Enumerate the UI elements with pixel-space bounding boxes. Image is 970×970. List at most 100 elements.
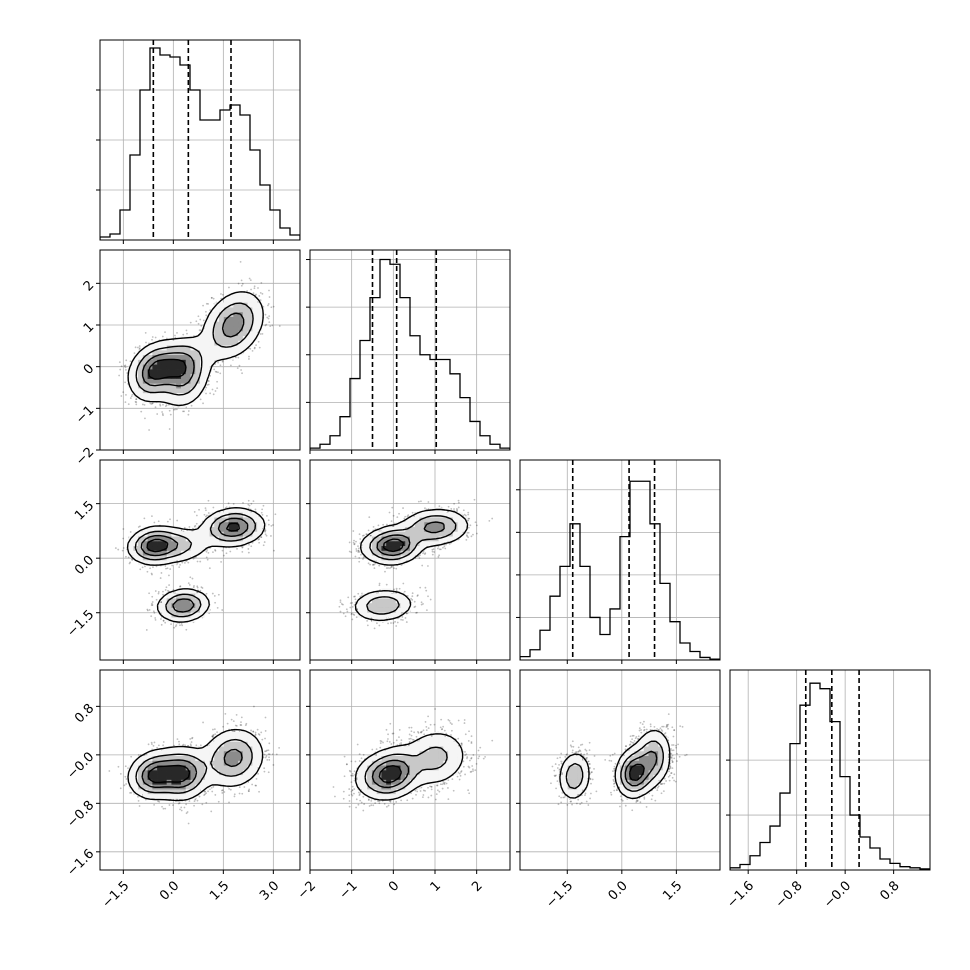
sample-point [152, 610, 155, 613]
density-cell [233, 302, 239, 308]
sample-point [265, 323, 268, 326]
sample-point [165, 404, 168, 407]
sample-point [264, 324, 267, 327]
sample-point [160, 618, 162, 620]
y-tick-label: 0 [81, 361, 97, 377]
density-cell [152, 388, 158, 394]
density-cell [180, 364, 187, 370]
sample-point [127, 403, 130, 406]
sample-point [139, 568, 142, 571]
density-cell [138, 388, 144, 394]
density-cell [152, 373, 158, 379]
density-cell [152, 397, 158, 403]
sample-point [117, 548, 120, 551]
sample-point [200, 329, 202, 332]
sample-point [200, 586, 203, 589]
sample-point [227, 502, 230, 505]
sample-point [162, 403, 164, 406]
sample-point [237, 282, 240, 285]
sample-point [253, 347, 256, 350]
sample-point [150, 615, 153, 618]
density-cell [223, 307, 229, 313]
density-cell [157, 388, 163, 394]
density-cell [157, 359, 163, 365]
sample-point [214, 601, 217, 604]
sample-point [122, 547, 125, 549]
density-cell [185, 383, 191, 389]
sample-point [214, 549, 217, 552]
density-cell [219, 330, 225, 337]
density-cell [200, 373, 206, 379]
density-cell [157, 378, 163, 384]
sample-point [214, 390, 217, 392]
density-cell [138, 373, 144, 379]
sample-point [250, 288, 252, 291]
sample-point [190, 404, 193, 407]
sample-point [262, 305, 265, 308]
panel-frame [309, 249, 511, 451]
sample-point [150, 403, 153, 405]
density-cell [157, 369, 163, 375]
sample-point [148, 592, 151, 595]
density-cell [180, 340, 187, 346]
sample-point [168, 574, 170, 577]
sample-point [198, 329, 201, 332]
density-cell [161, 354, 167, 360]
density-cell [166, 383, 172, 389]
density-cell [180, 369, 187, 375]
density-cell [223, 350, 229, 356]
sample-point [199, 560, 202, 563]
density-cell [219, 316, 225, 322]
density-cell [171, 369, 177, 375]
sample-point [129, 360, 132, 363]
sample-point [237, 356, 240, 359]
density-cell [252, 326, 258, 332]
sample-point [125, 359, 128, 362]
density-cell [147, 388, 153, 394]
sample-point [185, 628, 188, 631]
density-cell [247, 321, 253, 327]
sample-point [216, 606, 219, 609]
sample-point [267, 519, 270, 522]
sample-point [124, 366, 127, 369]
density-cell [166, 354, 172, 360]
density-cell [142, 350, 148, 356]
sample-point [196, 591, 199, 594]
density-cell [195, 369, 201, 375]
density-cell [200, 345, 206, 351]
panel-0-0 [96, 39, 301, 244]
density-cell [228, 326, 234, 332]
sample-point [248, 355, 250, 358]
density-cell [147, 392, 153, 398]
density-cell [204, 330, 210, 337]
sample-point [174, 408, 177, 411]
sample-point [135, 403, 138, 406]
sample-point [252, 292, 255, 295]
density-cell [171, 340, 177, 346]
density-cell [185, 392, 191, 398]
density-cell [195, 350, 201, 356]
density-cell [190, 354, 196, 360]
density-cell [142, 359, 148, 365]
density-cell [195, 383, 201, 389]
density-cell [166, 340, 172, 346]
sample-point [125, 393, 127, 396]
density-cell [157, 392, 163, 398]
sample-point [122, 391, 125, 394]
density-cell [233, 345, 239, 351]
density-cell [223, 340, 229, 346]
sample-point [216, 387, 219, 390]
sample-point [202, 402, 204, 405]
sample-point [183, 526, 186, 529]
density-cell [214, 307, 220, 313]
sample-point [228, 286, 230, 289]
sample-point [189, 321, 192, 324]
density-cell [200, 335, 206, 341]
sample-point [207, 512, 210, 514]
density-cell [133, 388, 139, 394]
density-cell [214, 326, 220, 332]
sample-point [165, 586, 168, 589]
density-cell [219, 302, 225, 308]
sample-point [229, 550, 232, 553]
sample-point [169, 413, 172, 416]
